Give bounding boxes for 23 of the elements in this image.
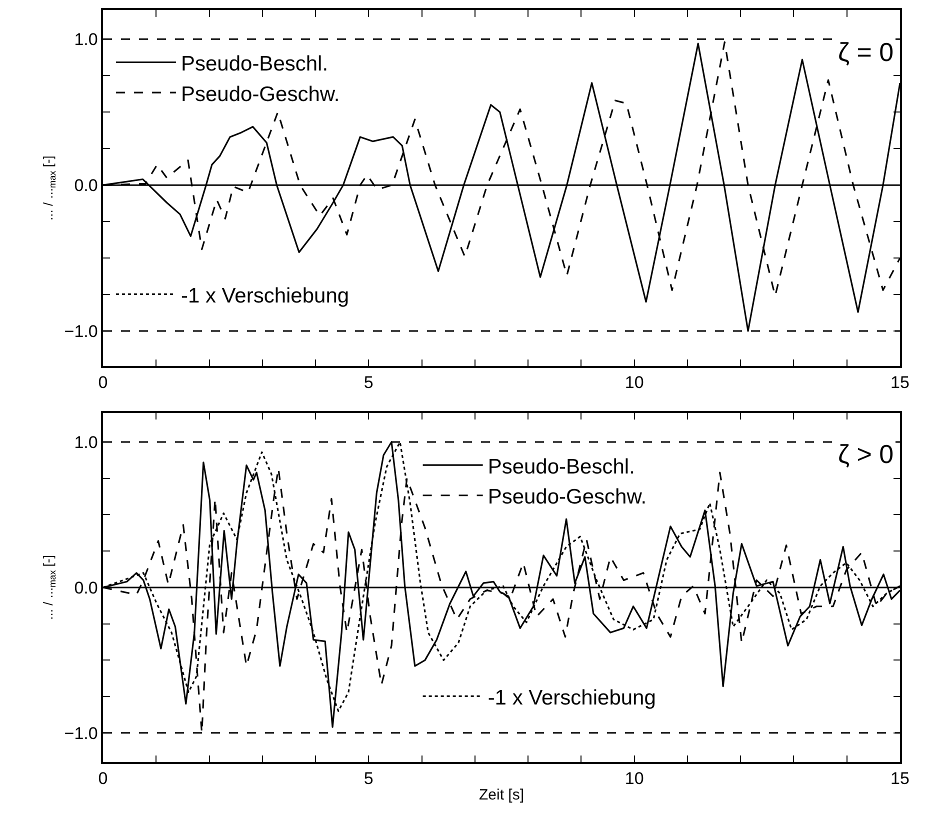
x-tick-label: 5 (364, 373, 374, 392)
x-axis-title: Zeit [s] (478, 786, 524, 804)
legend-label: Pseudo-Beschl. (488, 455, 635, 478)
x-tick-label: 0 (98, 769, 108, 788)
y-tick-label: 0.0 (74, 176, 98, 196)
annotation: ζ > 0 (838, 439, 894, 469)
x-tick-label: 0 (98, 373, 108, 392)
x-tick-label: 15 (890, 373, 910, 392)
y-tick-label: 1.0 (74, 432, 98, 452)
legend-label: -1 x Verschiebung (488, 686, 656, 710)
x-tick-label: 5 (364, 769, 374, 788)
legend-label: -1 x Verschiebung (180, 284, 350, 308)
y-tick-label: −1.0 (64, 724, 98, 743)
x-tick-label: 10 (624, 769, 644, 788)
x-tick-label: 10 (624, 373, 644, 392)
legend-label: Pseudo-Geschw. (180, 82, 340, 106)
y-tick-label: 0.0 (74, 578, 98, 598)
y-tick-label: −1.0 (64, 322, 98, 341)
y-tick-label: 1.0 (74, 30, 98, 50)
annotation: ζ = 0 (838, 37, 894, 67)
x-tick-label: 15 (890, 769, 910, 788)
legend-label: Pseudo-Geschw. (488, 486, 647, 509)
legend-label: Pseudo-Beschl. (180, 52, 328, 76)
